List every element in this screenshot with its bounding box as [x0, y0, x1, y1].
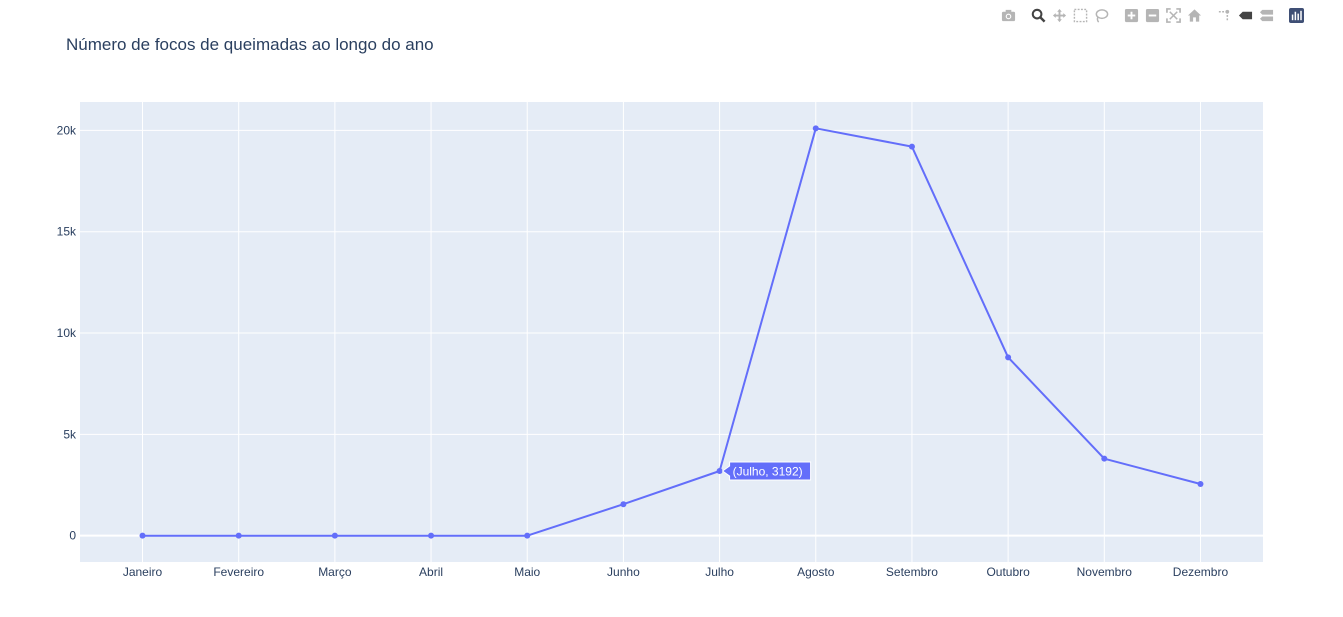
x-tick-label: Setembro [886, 565, 938, 579]
x-tick-label: Julho [705, 565, 734, 579]
series-line [142, 127, 1201, 537]
camera-icon[interactable] [998, 5, 1019, 25]
zoom-icon[interactable] [1028, 5, 1049, 25]
zoom-in-icon[interactable] [1121, 5, 1142, 25]
x-tick-label: Março [318, 565, 352, 579]
hover-tooltip-box [721, 461, 812, 481]
hover-tooltip: (Julho, 3192) [721, 461, 812, 481]
plot-area [80, 102, 1263, 562]
box-select-icon[interactable] [1070, 5, 1091, 25]
x-tick-label: Junho [607, 565, 640, 579]
x-tick-label: Novembro [1077, 565, 1133, 579]
data-point [524, 532, 531, 539]
y-tick-label: 5k [63, 427, 77, 441]
autoscale-icon[interactable] [1163, 5, 1184, 25]
y-tick-label: 20k [57, 123, 77, 137]
hover-tooltip-label: (Julho, 3192) [733, 464, 803, 478]
y-tick-label: 0 [69, 529, 76, 543]
x-tick-label: Janeiro [123, 565, 163, 579]
x-tick-label: Dezembro [1173, 565, 1229, 579]
hover-closest-icon[interactable] [1235, 5, 1256, 25]
plotly-logo-icon[interactable] [1286, 5, 1307, 25]
y-tick-label: 10k [57, 326, 77, 340]
data-point [1101, 455, 1108, 462]
y-tick-label: 15k [57, 225, 77, 239]
data-point [812, 125, 819, 132]
data-point [1197, 480, 1204, 487]
data-point [908, 143, 915, 150]
spike-lines-icon[interactable] [1214, 5, 1235, 25]
chart-title: Número de focos de queimadas ao longo do… [66, 35, 434, 54]
zoom-out-icon[interactable] [1142, 5, 1163, 25]
x-tick-label: Abril [419, 565, 443, 579]
lasso-select-icon[interactable] [1091, 5, 1112, 25]
x-tick-label: Outubro [986, 565, 1030, 579]
data-point [1005, 354, 1012, 361]
pan-icon[interactable] [1049, 5, 1070, 25]
modebar [998, 5, 1307, 25]
x-tick-label: Agosto [797, 565, 835, 579]
data-point [331, 532, 338, 539]
data-point [716, 467, 723, 474]
data-point [620, 501, 627, 508]
reset-axes-icon[interactable] [1184, 5, 1205, 25]
x-tick-label: Fevereiro [213, 565, 264, 579]
data-point [139, 532, 146, 539]
hover-compare-icon[interactable] [1256, 5, 1277, 25]
data-point [428, 532, 435, 539]
x-tick-label: Maio [514, 565, 540, 579]
data-point [235, 532, 242, 539]
